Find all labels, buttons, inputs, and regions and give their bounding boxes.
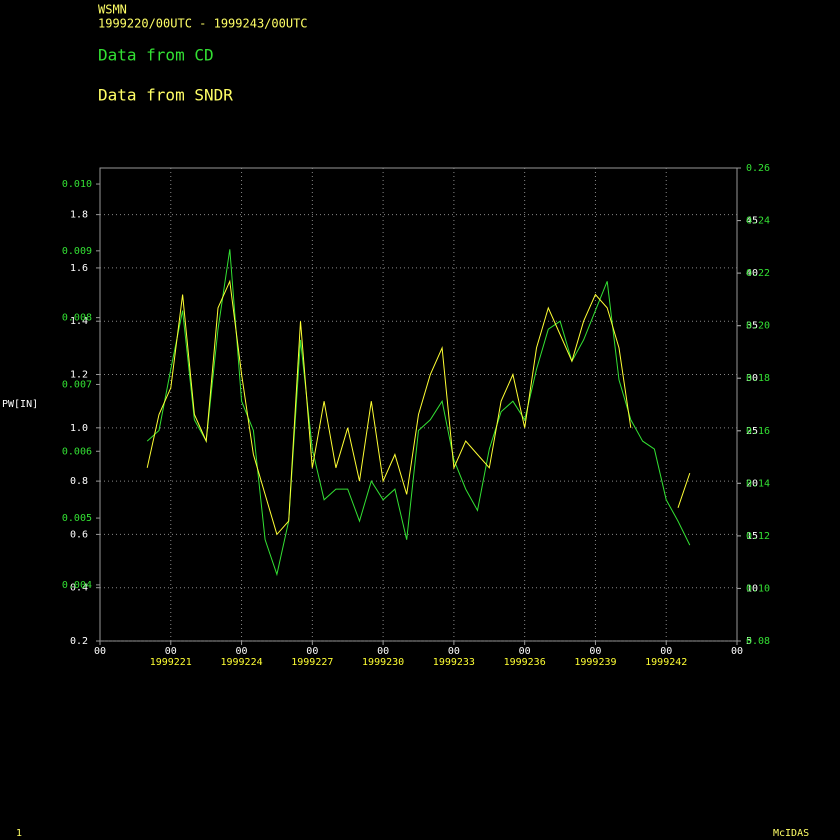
x-tick-label: 00 [731,646,743,657]
y-tick-label: 0.20 [746,321,770,332]
x-date-label: 1999224 [220,657,262,668]
y-tick-label: 0.004 [62,580,92,591]
y-tick-label: 0.16 [746,426,770,437]
y-tick-label: 15 [746,531,758,542]
x-date-label: 1999233 [433,657,475,668]
y-tick-label: 0.006 [62,446,92,457]
x-date-label: 1999239 [574,657,616,668]
x-tick-label: 00 [94,646,106,657]
y-tick-label: 0.14 [746,478,770,489]
y-tick-label: 20 [746,478,758,489]
y-tick-label: 1.0 [70,423,88,434]
y-tick-label: 0.008 [62,313,92,324]
software: McIDAS [773,828,809,839]
y-tick-label: 0.010 [62,179,92,190]
y-tick-label: 0.10 [746,583,770,594]
y-tick-label: 0.26 [746,163,770,174]
y-tick-label: 0.009 [62,246,92,257]
y-tick-label: 0.8 [70,476,88,487]
y-tick-label: 1.2 [70,370,88,381]
series-line [146,249,691,577]
x-tick-label: 00 [377,646,389,657]
y-tick-label: 0.007 [62,379,92,390]
x-date-label: 1999236 [504,657,546,668]
x-tick-label: 00 [306,646,318,657]
y-tick-label: 0.22 [746,268,770,279]
x-tick-label: 00 [660,646,672,657]
y-tick-label: 0.4 [70,583,88,594]
y-tick-label: 5 [746,636,752,647]
legend-entry: Data from SNDR [98,86,233,105]
y-tick-label: 0.2 [70,636,88,647]
x-tick-label: 00 [165,646,177,657]
x-date-label: 1999242 [645,657,687,668]
status: 1 [16,828,22,839]
y-tick-label: 10 [746,583,758,594]
x-tick-label: 00 [519,646,531,657]
y-axis-label: PW[IN] [2,399,38,410]
x-tick-label: 00 [236,646,248,657]
x-tick-label: 00 [448,646,460,657]
x-date-label: 1999221 [150,657,192,668]
period: 1999220/00UTC - 1999243/00UTC [98,17,308,31]
y-tick-label: 25 [746,426,758,437]
y-tick-label: 30 [746,373,758,384]
y-tick-label: 45 [746,216,758,227]
plot-frame [99,167,738,642]
x-date-label: 1999230 [362,657,404,668]
y-tick-label: 35 [746,321,758,332]
y-tick-label: 0.12 [746,531,770,542]
y-tick-label: 0.6 [70,529,88,540]
station: WSMN [98,3,127,17]
y-tick-label: 0.18 [746,373,770,384]
y-tick-label: 0.24 [746,216,770,227]
legend-entry: Data from CD [98,46,214,65]
x-date-label: 1999227 [291,657,333,668]
y-tick-label: 0.08 [746,636,770,647]
series-line [146,279,691,536]
y-tick-label: 1.4 [70,316,88,327]
y-tick-label: 1.8 [70,210,88,221]
y-tick-label: 1.6 [70,263,88,274]
y-tick-label: 40 [746,268,758,279]
y-tick-label: 0.005 [62,513,92,524]
x-tick-label: 00 [589,646,601,657]
